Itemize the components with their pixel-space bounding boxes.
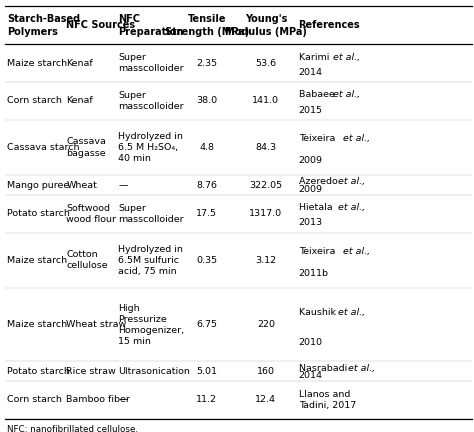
Text: et al.,: et al., <box>338 178 365 187</box>
Text: Llanos and
Tadini, 2017: Llanos and Tadini, 2017 <box>299 390 356 410</box>
Text: et al.,: et al., <box>343 247 370 256</box>
Text: Mango puree: Mango puree <box>7 181 69 190</box>
Text: Starch-Based
Polymers: Starch-Based Polymers <box>7 14 80 37</box>
Text: 5.01: 5.01 <box>196 367 217 376</box>
Text: Super
masscolloider: Super masscolloider <box>118 204 184 224</box>
Text: 322.05: 322.05 <box>249 181 283 190</box>
Text: Karimi: Karimi <box>299 53 332 62</box>
Text: Ultrasonication: Ultrasonication <box>118 367 191 376</box>
Text: Cassava
bagasse: Cassava bagasse <box>66 137 106 158</box>
Text: 2009: 2009 <box>299 156 323 165</box>
Text: 3.12: 3.12 <box>255 256 276 265</box>
Text: Bamboo fiber: Bamboo fiber <box>66 395 130 404</box>
Text: Wheat straw: Wheat straw <box>66 320 127 329</box>
Text: et al.,: et al., <box>338 203 365 213</box>
Text: Teixeira: Teixeira <box>299 247 338 256</box>
Text: et al.,: et al., <box>333 53 360 62</box>
Text: 2.35: 2.35 <box>196 59 217 68</box>
Text: 141.0: 141.0 <box>253 96 279 105</box>
Text: 12.4: 12.4 <box>255 395 276 404</box>
Text: 2014: 2014 <box>299 372 323 381</box>
Text: Super
masscolloider: Super masscolloider <box>118 53 184 73</box>
Text: 4.8: 4.8 <box>199 143 214 152</box>
Text: 2009: 2009 <box>299 185 323 194</box>
Text: 2013: 2013 <box>299 219 323 227</box>
Text: Kenaf: Kenaf <box>66 59 93 68</box>
Text: 38.0: 38.0 <box>196 96 217 105</box>
Text: Potato starch: Potato starch <box>7 210 70 219</box>
Text: 2010: 2010 <box>299 338 323 347</box>
Text: Softwood
wood flour: Softwood wood flour <box>66 204 116 224</box>
Text: NFC: nanofibrillated cellulose.: NFC: nanofibrillated cellulose. <box>7 425 138 432</box>
Text: 8.76: 8.76 <box>196 181 217 190</box>
Text: 0.35: 0.35 <box>196 256 217 265</box>
Text: Hietala: Hietala <box>299 203 335 213</box>
Text: 160: 160 <box>257 367 275 376</box>
Text: —: — <box>118 395 128 404</box>
Text: Wheat: Wheat <box>66 181 97 190</box>
Text: 17.5: 17.5 <box>196 210 217 219</box>
Text: Maize starch: Maize starch <box>7 320 67 329</box>
Text: NFC Sources: NFC Sources <box>66 20 136 31</box>
Text: 220: 220 <box>257 320 275 329</box>
Text: 2011b: 2011b <box>299 269 328 278</box>
Text: et al.,: et al., <box>333 90 360 99</box>
Text: —: — <box>118 181 128 190</box>
Text: 2015: 2015 <box>299 105 323 114</box>
Text: 84.3: 84.3 <box>255 143 276 152</box>
Text: Corn starch: Corn starch <box>7 96 62 105</box>
Text: Young's
Modulus (MPa): Young's Modulus (MPa) <box>225 14 307 37</box>
Text: Maize starch: Maize starch <box>7 59 67 68</box>
Text: Super
masscolloider: Super masscolloider <box>118 91 184 111</box>
Text: Kenaf: Kenaf <box>66 96 93 105</box>
Text: Teixeira: Teixeira <box>299 134 338 143</box>
Text: et al.,: et al., <box>338 308 365 318</box>
Text: Cotton
cellulose: Cotton cellulose <box>66 251 108 270</box>
Text: Maize starch: Maize starch <box>7 256 67 265</box>
Text: Nasrabadi: Nasrabadi <box>299 363 350 372</box>
Text: High
Pressurize
Homogenizer,
15 min: High Pressurize Homogenizer, 15 min <box>118 304 185 346</box>
Text: Rice straw: Rice straw <box>66 367 116 376</box>
Text: NFC
Preparation: NFC Preparation <box>118 14 184 37</box>
Text: Babaee: Babaee <box>299 90 337 99</box>
Text: Corn starch: Corn starch <box>7 395 62 404</box>
Text: 53.6: 53.6 <box>255 59 276 68</box>
Text: Tensile
Strength (MPa): Tensile Strength (MPa) <box>164 14 249 37</box>
Text: 1317.0: 1317.0 <box>249 210 283 219</box>
Text: Azeredo: Azeredo <box>299 178 340 187</box>
Text: Potato starch: Potato starch <box>7 367 70 376</box>
Text: 6.75: 6.75 <box>196 320 217 329</box>
Text: Cassava starch: Cassava starch <box>7 143 80 152</box>
Text: 2014: 2014 <box>299 68 323 77</box>
Text: References: References <box>299 20 360 31</box>
Text: 11.2: 11.2 <box>196 395 217 404</box>
Text: et al.,: et al., <box>343 134 370 143</box>
Text: Hydrolyzed in
6.5 M H₂SO₄,
40 min: Hydrolyzed in 6.5 M H₂SO₄, 40 min <box>118 132 183 163</box>
Text: et al.,: et al., <box>348 363 375 372</box>
Text: Hydrolyzed in
6.5M sulfuric
acid, 75 min: Hydrolyzed in 6.5M sulfuric acid, 75 min <box>118 245 183 276</box>
Text: Kaushik: Kaushik <box>299 308 338 318</box>
